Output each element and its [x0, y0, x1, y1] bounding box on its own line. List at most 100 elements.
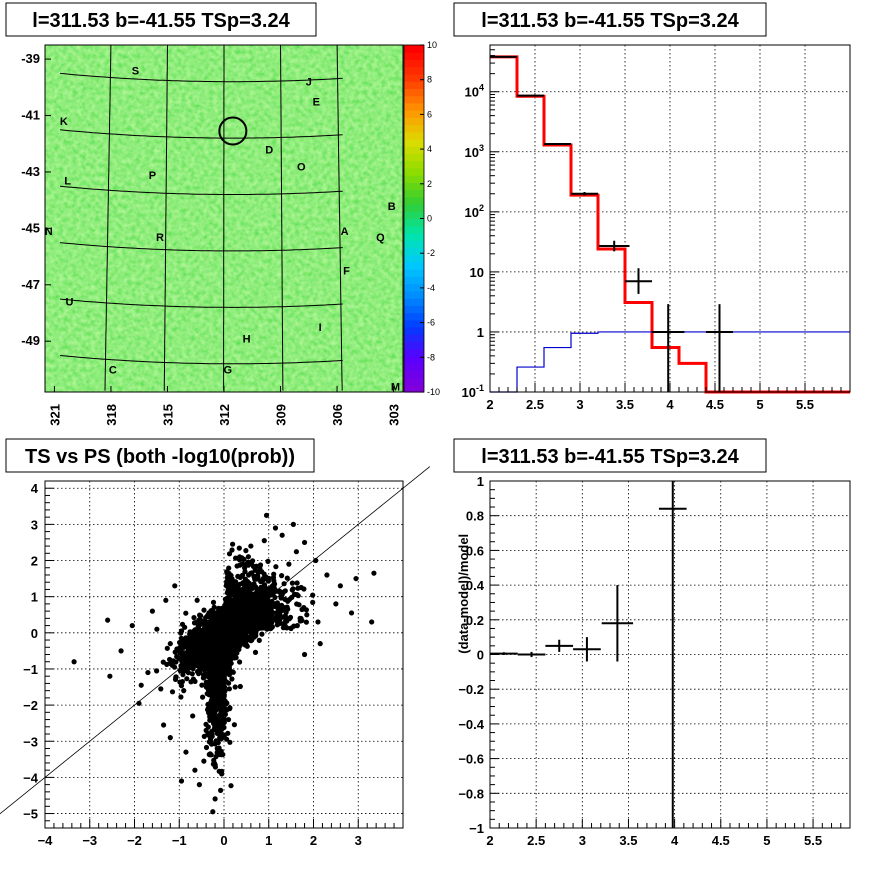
colorbar-band [404, 131, 424, 140]
scatter-point [301, 539, 308, 546]
scatter-y-tick-label: −3 [23, 734, 38, 749]
scatter-point [196, 622, 202, 628]
residual-y-tick-label: 0.6 [466, 543, 484, 558]
residual-x-tick-label: 3.5 [619, 833, 637, 848]
colorbar-band [404, 196, 424, 205]
colorbar-tick-label: 2 [427, 179, 432, 189]
scatter-point [211, 726, 218, 732]
scatter-point [206, 689, 212, 695]
scatter-point [219, 771, 225, 777]
scatter-point [169, 689, 176, 695]
scatter-point [207, 624, 213, 630]
skymap-parallel [60, 129, 343, 139]
colorbar-tick-label: 0 [427, 214, 432, 224]
skymap-x-tick-label: 321 [47, 404, 62, 426]
colorbar: 10 8 6 4 2 0 -2 -4 -6 -8 -10 [403, 40, 440, 397]
scatter-point [263, 512, 270, 518]
scatter-point [220, 687, 226, 693]
scatter-x-tick-label: −1 [172, 833, 187, 848]
spectrum-plot: 2 2.5 3 3.5 4 4.5 5 5.5 10-1 1 10 102 103 104 [462, 44, 851, 412]
scatter-point [189, 671, 195, 677]
skymap-coordinate-grid [60, 44, 343, 391]
scatter-point [194, 663, 200, 669]
colorbar-band [404, 305, 424, 314]
scatter-point [206, 751, 212, 758]
scatter-point [246, 572, 252, 578]
residual-x-tick-label: 4.5 [712, 833, 730, 848]
colorbar-tick-label: -10 [427, 387, 440, 397]
scatter-point [348, 610, 355, 616]
scatter-title: TS vs PS (both -log10(prob)) [25, 446, 295, 468]
scatter-point [180, 653, 186, 659]
scatter-point [200, 694, 206, 700]
skymap-x-tick-label: 312 [217, 404, 232, 426]
scatter-point [295, 585, 301, 591]
scatter-point [269, 599, 275, 605]
scatter-point [205, 646, 211, 653]
skymap-label: S [132, 65, 139, 77]
scatter-point [160, 722, 167, 728]
scatter-point [183, 635, 189, 641]
scatter-point [207, 636, 213, 642]
colorbar-band [404, 204, 424, 212]
skymap-label: D [265, 144, 273, 156]
scatter-point [289, 580, 295, 586]
scatter-point [251, 615, 257, 621]
scatter-point [317, 641, 323, 647]
residual-title-box [453, 438, 767, 473]
colorbar-tick-label: 8 [427, 75, 432, 85]
scatter-point [203, 744, 210, 751]
scatter-point [178, 694, 184, 700]
scatter-point [192, 767, 198, 773]
scatter-point [244, 622, 250, 628]
scatter-point [266, 575, 272, 582]
scatter-point [333, 601, 339, 607]
skymap-parallel [60, 298, 343, 308]
scatter-point [256, 637, 262, 644]
scatter-point [225, 730, 231, 736]
scatter-point [194, 627, 200, 633]
scatter-point [245, 617, 251, 623]
scatter-point [217, 652, 223, 658]
spectrum-title: l=311.53 b=-41.55 TSp=3.24 [481, 10, 739, 32]
scatter-point [181, 688, 187, 694]
scatter-point [214, 739, 220, 745]
scatter-point [184, 676, 190, 682]
residual-x-tick-label: 5 [763, 833, 770, 848]
skymap-meridian [163, 44, 168, 391]
skymap-parallel [60, 355, 343, 365]
scatter-point [315, 619, 321, 625]
skymap-label: I [319, 322, 322, 334]
colorbar-band [404, 355, 424, 364]
scatter-point [209, 663, 215, 670]
scatter-point [301, 651, 308, 658]
skymap-x-tick-label: 318 [104, 404, 119, 426]
scatter-point [221, 671, 227, 678]
skymap-x-tick-label: 306 [330, 404, 345, 426]
scatter-point [212, 641, 218, 648]
scatter-point [105, 617, 111, 623]
skymap-parallel [60, 72, 343, 83]
scatter-point [185, 670, 191, 676]
scatter-point [246, 608, 252, 614]
scatter-point [201, 674, 207, 680]
scatter-point [228, 783, 234, 789]
scatter-point [164, 661, 170, 668]
scatter-point [275, 615, 281, 622]
scatter-point [199, 648, 205, 655]
colorbar-band [404, 326, 424, 335]
scatter-point [247, 587, 253, 593]
skymap-label: O [297, 161, 306, 173]
scatter-point [297, 615, 303, 621]
scatter-point [107, 673, 113, 679]
spectrum-y-tick-label: 1 [477, 325, 484, 340]
residual-x-tick-label: 4 [671, 833, 679, 848]
spectrum-y-tick-label: 104 [465, 83, 484, 100]
colorbar-band [404, 363, 424, 371]
scatter-point [136, 700, 142, 706]
scatter-point [71, 659, 77, 665]
scatter-point [215, 624, 221, 630]
colorbar-tick-label: -8 [427, 352, 435, 362]
scatter-point [173, 659, 179, 665]
colorbar-band [404, 182, 424, 191]
